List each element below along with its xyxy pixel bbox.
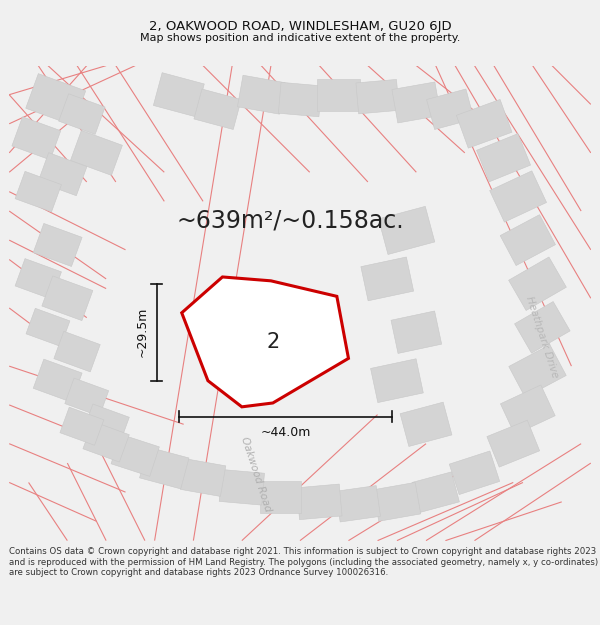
Polygon shape bbox=[12, 117, 61, 160]
Polygon shape bbox=[238, 75, 285, 114]
Polygon shape bbox=[59, 94, 105, 134]
Polygon shape bbox=[336, 486, 380, 522]
Text: Heathpark Drive: Heathpark Drive bbox=[524, 295, 560, 379]
Polygon shape bbox=[83, 404, 130, 444]
Polygon shape bbox=[15, 259, 61, 299]
Text: ~29.5m: ~29.5m bbox=[136, 307, 149, 358]
Polygon shape bbox=[60, 407, 104, 445]
Polygon shape bbox=[487, 420, 539, 467]
Polygon shape bbox=[33, 223, 82, 266]
Polygon shape bbox=[427, 89, 474, 129]
Text: 2, OAKWOOD ROAD, WINDLESHAM, GU20 6JD: 2, OAKWOOD ROAD, WINDLESHAM, GU20 6JD bbox=[149, 20, 451, 33]
Polygon shape bbox=[219, 469, 265, 505]
Polygon shape bbox=[373, 482, 421, 521]
Text: ~639m²/~0.158ac.: ~639m²/~0.158ac. bbox=[176, 209, 404, 232]
Polygon shape bbox=[42, 276, 93, 321]
Polygon shape bbox=[490, 171, 547, 222]
Text: ~44.0m: ~44.0m bbox=[260, 426, 311, 439]
Polygon shape bbox=[371, 359, 424, 403]
Polygon shape bbox=[297, 484, 342, 519]
Polygon shape bbox=[356, 79, 399, 114]
Polygon shape bbox=[26, 308, 70, 346]
Polygon shape bbox=[194, 89, 241, 129]
Text: Contains OS data © Crown copyright and database right 2021. This information is : Contains OS data © Crown copyright and d… bbox=[9, 548, 598, 577]
Polygon shape bbox=[392, 82, 441, 123]
Polygon shape bbox=[379, 206, 435, 254]
Polygon shape bbox=[515, 301, 570, 353]
Polygon shape bbox=[33, 359, 82, 403]
Polygon shape bbox=[140, 447, 189, 489]
Polygon shape bbox=[260, 481, 301, 512]
Polygon shape bbox=[54, 331, 100, 372]
Polygon shape bbox=[181, 459, 226, 496]
Polygon shape bbox=[83, 421, 130, 462]
Polygon shape bbox=[111, 434, 160, 476]
Text: 2: 2 bbox=[266, 332, 280, 352]
Polygon shape bbox=[65, 378, 109, 416]
Polygon shape bbox=[26, 74, 86, 126]
Polygon shape bbox=[412, 472, 460, 512]
Polygon shape bbox=[15, 171, 61, 212]
Polygon shape bbox=[361, 257, 413, 301]
Polygon shape bbox=[317, 79, 360, 111]
Polygon shape bbox=[457, 99, 512, 148]
Polygon shape bbox=[38, 152, 87, 196]
Text: Map shows position and indicative extent of the property.: Map shows position and indicative extent… bbox=[140, 33, 460, 43]
Polygon shape bbox=[400, 402, 452, 446]
Polygon shape bbox=[500, 385, 555, 434]
Polygon shape bbox=[154, 72, 204, 117]
Polygon shape bbox=[391, 311, 442, 353]
Polygon shape bbox=[476, 134, 530, 182]
Polygon shape bbox=[449, 451, 500, 494]
Text: Oakwood Road: Oakwood Road bbox=[239, 436, 273, 514]
Polygon shape bbox=[70, 131, 122, 176]
Polygon shape bbox=[509, 344, 566, 398]
Polygon shape bbox=[509, 257, 566, 311]
Polygon shape bbox=[278, 82, 322, 117]
Polygon shape bbox=[182, 277, 349, 407]
Polygon shape bbox=[500, 214, 556, 266]
